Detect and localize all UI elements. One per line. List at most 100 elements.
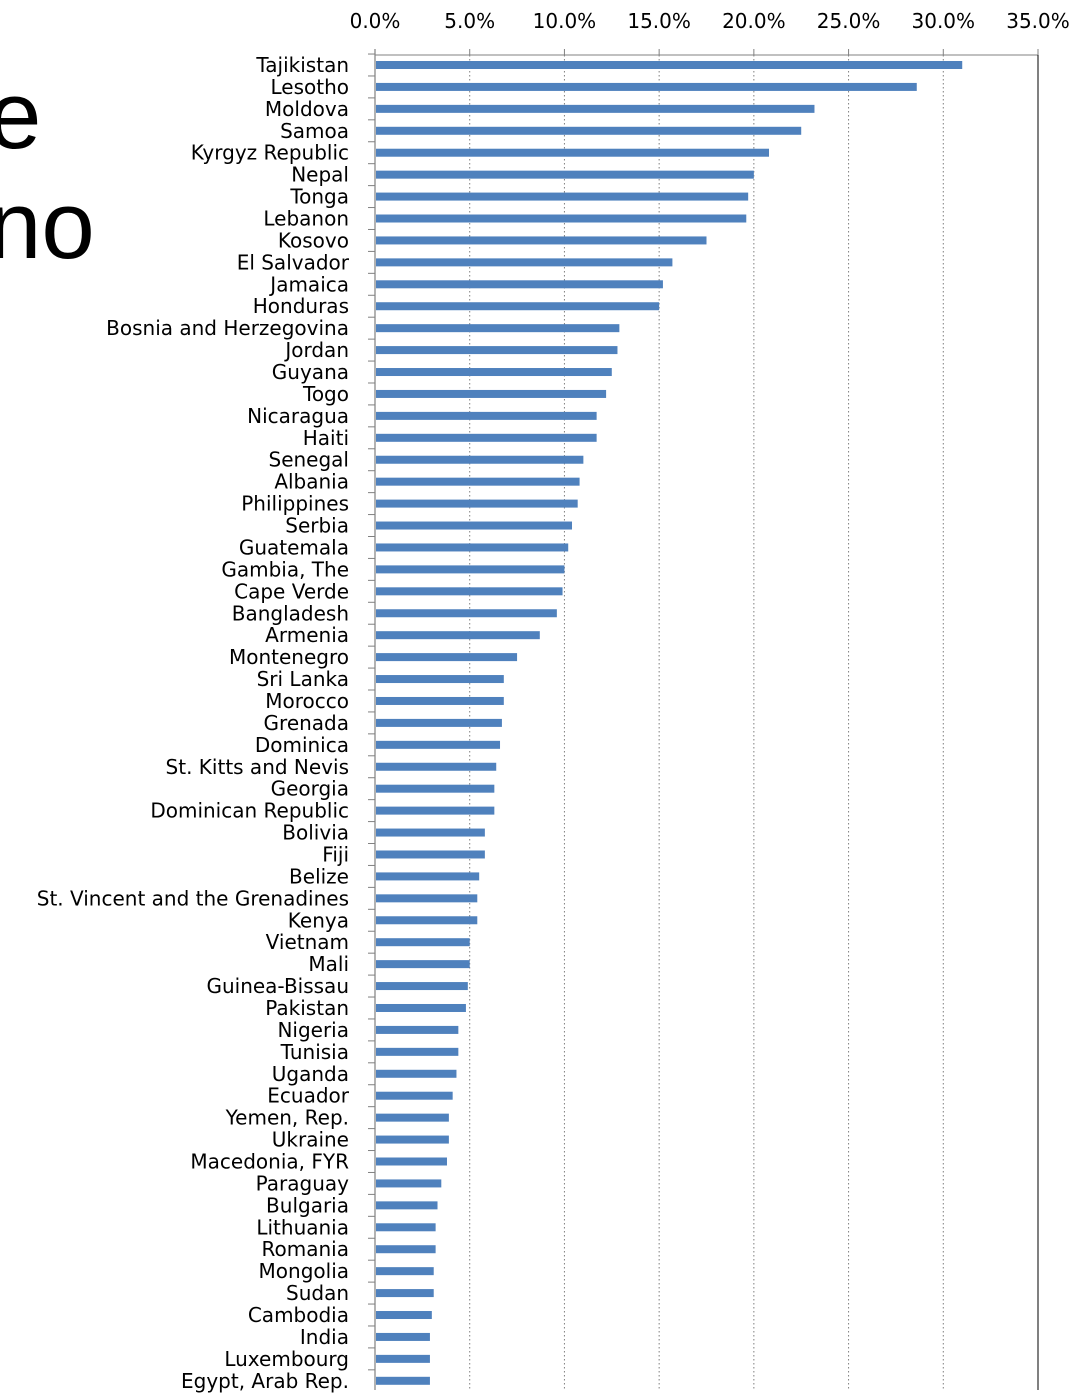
category-label: Albania bbox=[274, 470, 349, 494]
bar bbox=[376, 455, 584, 464]
bar bbox=[376, 587, 563, 596]
bar bbox=[376, 850, 485, 859]
category-label: Fiji bbox=[322, 842, 349, 866]
category-label: Kyrgyz Republic bbox=[191, 141, 349, 165]
bar bbox=[376, 565, 565, 574]
bar bbox=[376, 1113, 449, 1122]
bar bbox=[376, 1223, 436, 1232]
bar bbox=[376, 433, 597, 442]
bar bbox=[376, 302, 660, 311]
bar bbox=[376, 1267, 434, 1276]
bar bbox=[376, 1201, 438, 1210]
category-label: St. Vincent and the Grenadines bbox=[37, 886, 349, 910]
axes bbox=[368, 49, 1039, 1390]
category-label: Jordan bbox=[283, 338, 349, 362]
category-label: Haiti bbox=[303, 426, 349, 450]
bar bbox=[376, 740, 501, 749]
category-label: Sri Lanka bbox=[257, 667, 349, 691]
background-text-fragment-2: no bbox=[0, 172, 95, 279]
category-label: Uganda bbox=[272, 1062, 349, 1086]
x-tick-label: 5.0% bbox=[444, 9, 495, 33]
background-text-fragment-1: e bbox=[0, 62, 42, 169]
bar bbox=[376, 1025, 459, 1034]
category-label: Paraguay bbox=[256, 1171, 350, 1195]
category-label: Sudan bbox=[286, 1281, 349, 1305]
bar bbox=[376, 368, 612, 377]
category-label: Tajikistan bbox=[255, 53, 349, 77]
category-label: Nicaragua bbox=[247, 404, 349, 428]
category-label: Dominica bbox=[255, 733, 349, 757]
bar bbox=[376, 1135, 449, 1144]
category-label: Bosnia and Herzegovina bbox=[106, 316, 349, 340]
category-label: Senegal bbox=[269, 448, 350, 472]
bar bbox=[376, 1354, 430, 1363]
category-label: Samoa bbox=[280, 119, 349, 143]
bar bbox=[376, 828, 485, 837]
bar bbox=[376, 1332, 430, 1341]
category-label: Guyana bbox=[272, 360, 349, 384]
category-label: Mongolia bbox=[259, 1259, 349, 1283]
bar bbox=[376, 214, 747, 223]
bar bbox=[376, 982, 468, 991]
category-label: El Salvador bbox=[237, 250, 350, 274]
bar bbox=[376, 543, 569, 552]
bar bbox=[376, 61, 963, 69]
gridlines bbox=[469, 55, 1039, 1390]
x-tick-label: 15.0% bbox=[627, 9, 691, 33]
bar bbox=[376, 1047, 459, 1056]
category-label: Pakistan bbox=[265, 996, 349, 1020]
category-label: Cambodia bbox=[248, 1303, 349, 1327]
bar bbox=[376, 653, 518, 662]
bar bbox=[376, 346, 618, 355]
category-label: Bolivia bbox=[282, 821, 349, 845]
category-label: Luxembourg bbox=[224, 1347, 349, 1371]
category-label: Philippines bbox=[241, 492, 349, 516]
category-label: Tunisia bbox=[280, 1040, 349, 1064]
category-label: Egypt, Arab Rep. bbox=[181, 1369, 349, 1393]
category-label: Mali bbox=[308, 952, 349, 976]
category-label: Bulgaria bbox=[266, 1193, 349, 1217]
category-label: Nepal bbox=[291, 163, 349, 187]
bar bbox=[376, 521, 573, 530]
bar bbox=[376, 1311, 432, 1320]
bar bbox=[376, 1069, 457, 1078]
bar bbox=[376, 148, 770, 157]
bar bbox=[376, 477, 580, 486]
bar bbox=[376, 258, 673, 267]
category-label: Macedonia, FYR bbox=[190, 1150, 349, 1174]
category-label: Kosovo bbox=[278, 228, 349, 252]
x-tick-label: 25.0% bbox=[817, 9, 881, 33]
bar bbox=[376, 1245, 436, 1254]
bar bbox=[376, 280, 663, 289]
bar bbox=[376, 411, 597, 420]
category-label: Cape Verde bbox=[234, 579, 349, 603]
category-label: Togo bbox=[302, 382, 349, 406]
x-tick-label: 30.0% bbox=[912, 9, 976, 33]
category-label: Bangladesh bbox=[232, 601, 349, 625]
category-label: Vietnam bbox=[266, 930, 349, 954]
bar bbox=[376, 1179, 442, 1188]
category-label: Honduras bbox=[253, 294, 349, 318]
category-label: Guinea-Bissau bbox=[206, 974, 349, 998]
bar bbox=[376, 784, 495, 793]
category-label: St. Kitts and Nevis bbox=[166, 755, 349, 779]
category-label: Belize bbox=[289, 864, 349, 888]
category-label: Jamaica bbox=[268, 272, 349, 296]
bar bbox=[376, 170, 754, 179]
bar bbox=[376, 499, 578, 508]
bar bbox=[376, 1289, 434, 1298]
bar bbox=[376, 1157, 447, 1166]
bar bbox=[376, 324, 620, 333]
category-label: Nigeria bbox=[277, 1018, 349, 1042]
bar bbox=[376, 104, 815, 113]
category-label: Tonga bbox=[289, 185, 349, 209]
bars bbox=[376, 61, 963, 1385]
bar bbox=[376, 806, 495, 815]
bar bbox=[376, 609, 557, 618]
category-label: Ecuador bbox=[267, 1084, 349, 1108]
category-label: Serbia bbox=[285, 514, 349, 538]
category-label: Moldova bbox=[265, 97, 349, 121]
category-label: Grenada bbox=[264, 711, 349, 735]
category-label: Romania bbox=[262, 1237, 349, 1261]
